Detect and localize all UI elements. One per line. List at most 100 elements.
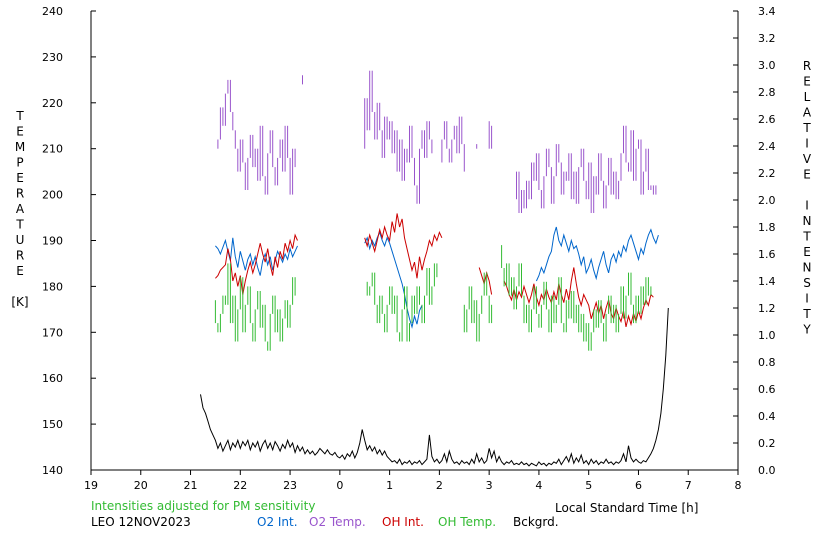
y-right-tick-label: 0.4 bbox=[758, 410, 776, 423]
y-right-label-letter: T bbox=[802, 121, 811, 135]
legend: O2 Int. O2 Temp. OH Int. OH Temp. Bckgrd. bbox=[257, 515, 559, 529]
series-o2-int bbox=[215, 226, 659, 329]
y-right-label-letter: N bbox=[803, 261, 812, 275]
y-right-label-letter: T bbox=[802, 307, 811, 321]
y-left-label-letter: E bbox=[16, 125, 24, 139]
y-left-tick-label: 150 bbox=[42, 418, 63, 431]
y-left-label-letter: R bbox=[16, 187, 24, 201]
x-tick-label: 1 bbox=[386, 479, 393, 492]
y-left-label-letter: E bbox=[16, 264, 24, 278]
y-left-label-letter: M bbox=[15, 140, 25, 154]
series-layer bbox=[200, 70, 669, 467]
series-oh-int-line bbox=[478, 267, 493, 295]
y-left-tick-label: 240 bbox=[42, 5, 63, 18]
legend-item-oh-temp: OH Temp. bbox=[438, 515, 496, 529]
series-bckgrd bbox=[200, 307, 669, 467]
y-left-label-letter: T bbox=[15, 109, 24, 123]
y-right-label-letter: V bbox=[803, 152, 812, 166]
y-right-tick-label: 1.0 bbox=[758, 329, 776, 342]
legend-item-oh-int: OH Int. bbox=[382, 515, 424, 529]
y-right-tick-label: 2.4 bbox=[758, 140, 776, 153]
y-left-label-letter: P bbox=[16, 156, 23, 170]
y-left-tick-label: 190 bbox=[42, 235, 63, 248]
y-left-tick-label: 200 bbox=[42, 189, 63, 202]
legend-item-bckgrd: Bckgrd. bbox=[513, 515, 559, 529]
x-tick-label: 3 bbox=[486, 479, 493, 492]
y-left-tick-label: 220 bbox=[42, 97, 63, 110]
y-right-tick-label: 1.8 bbox=[758, 221, 776, 234]
y-right-tick-label: 1.6 bbox=[758, 248, 776, 261]
y-right-label-letter: E bbox=[803, 168, 811, 182]
legend-item-o2-temp: O2 Temp. bbox=[309, 515, 366, 529]
y-right-tick-label: 2.2 bbox=[758, 167, 776, 180]
x-tick-label: 2 bbox=[436, 479, 443, 492]
x-tick-label: 8 bbox=[735, 479, 742, 492]
y-right-label-letter: N bbox=[803, 214, 812, 228]
y-left-tick-label: 230 bbox=[42, 51, 63, 64]
y-left-tick-label: 140 bbox=[42, 464, 63, 477]
y-left-tick-label: 210 bbox=[42, 143, 63, 156]
y-right-tick-label: 3.0 bbox=[758, 59, 776, 72]
x-tick-label: 21 bbox=[184, 479, 198, 492]
series-oh-int bbox=[215, 213, 654, 328]
y-right-tick-label: 2.8 bbox=[758, 86, 776, 99]
series-oh-temp bbox=[214, 245, 652, 351]
y-right-tick-label: 2.6 bbox=[758, 113, 776, 126]
y-right-tick-label: 1.2 bbox=[758, 302, 776, 315]
series-o2-int-line bbox=[364, 231, 423, 329]
series-o2-int-line bbox=[535, 226, 659, 282]
series-bckgrd-line bbox=[200, 307, 669, 467]
y-right-label-letter: I bbox=[805, 199, 809, 213]
x-tick-label: 6 bbox=[635, 479, 642, 492]
y-right-label-letter: E bbox=[803, 245, 811, 259]
y-left-label-letter: U bbox=[16, 233, 25, 247]
x-axis-ticks: 19 20 21 22 23 0 1 2 3 4 5 6 7 8 bbox=[84, 470, 742, 492]
series-oh-int-line bbox=[364, 213, 443, 279]
y-left-tick-label: 180 bbox=[42, 280, 63, 293]
y-left-label-letter: [K] bbox=[11, 295, 28, 309]
y-left-tick-label: 160 bbox=[42, 372, 63, 385]
y-right-label-letter: Y bbox=[802, 323, 811, 337]
y-right-label-letter: I bbox=[805, 137, 809, 151]
footnote: Intensities adjusted for PM sensitivity bbox=[91, 499, 315, 513]
y-left-label-letter: A bbox=[16, 202, 25, 216]
y-right-tick-label: 3.4 bbox=[758, 5, 776, 18]
y-right-tick-label: 0.6 bbox=[758, 383, 776, 396]
x-tick-label: 5 bbox=[585, 479, 592, 492]
y-right-tick-label: 0.0 bbox=[758, 464, 776, 477]
y-right-tick-label: 2.0 bbox=[758, 194, 776, 207]
y-right-label-letter: E bbox=[803, 75, 811, 89]
x-tick-label: 19 bbox=[84, 479, 98, 492]
x-tick-label: 0 bbox=[336, 479, 343, 492]
y-right-tick-label: 0.8 bbox=[758, 356, 776, 369]
y-right-label-letter: A bbox=[803, 106, 812, 120]
x-tick-label: 23 bbox=[283, 479, 297, 492]
y-right-tick-label: 0.2 bbox=[758, 437, 776, 450]
y-right-label-letter: S bbox=[803, 276, 811, 290]
y-right-label-letter: T bbox=[802, 230, 811, 244]
series-o2-int-line bbox=[215, 237, 298, 276]
y-left-label-letter: T bbox=[15, 218, 24, 232]
series-o2-temp bbox=[217, 70, 657, 213]
x-tick-label: 22 bbox=[233, 479, 247, 492]
x-tick-label: 7 bbox=[685, 479, 692, 492]
station-label: LEO 12NOV2023 bbox=[91, 515, 191, 529]
y-right-label-letter: L bbox=[804, 90, 811, 104]
x-axis-label: Local Standard Time [h] bbox=[555, 501, 698, 515]
plot-frame bbox=[90, 11, 739, 471]
y-right-tick-label: 3.2 bbox=[758, 32, 776, 45]
x-tick-label: 4 bbox=[535, 479, 542, 492]
y-right-label-letter: R bbox=[803, 59, 811, 73]
y-left-tick-label: 170 bbox=[42, 326, 63, 339]
y-axis-left-ticks: 140 150 160 170 180 190 200 210 220 230 240 bbox=[42, 5, 96, 477]
y-left-label-letter: E bbox=[16, 171, 24, 185]
legend-item-o2-int: O2 Int. bbox=[257, 515, 298, 529]
series-oh-int-line bbox=[503, 267, 654, 328]
y-right-tick-label: 1.4 bbox=[758, 275, 776, 288]
y-axis-right-ticks: 0.0 0.2 0.4 0.6 0.8 1.0 1.2 1.4 1.6 1.8 2.0 2.2 2.4 2… bbox=[733, 5, 776, 477]
x-tick-label: 20 bbox=[134, 479, 148, 492]
series-oh-int-line bbox=[215, 233, 298, 295]
